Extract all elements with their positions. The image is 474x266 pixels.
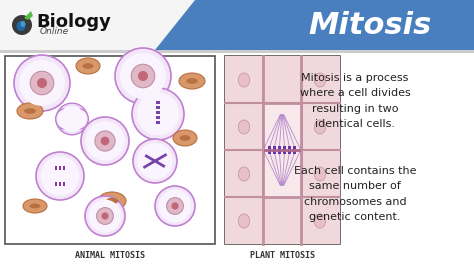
Circle shape bbox=[155, 186, 195, 226]
Circle shape bbox=[56, 103, 88, 135]
Circle shape bbox=[132, 88, 184, 140]
Ellipse shape bbox=[238, 120, 250, 134]
Text: Each cell contains the
same number of
chromosomes and
genetic content.: Each cell contains the same number of ch… bbox=[294, 166, 416, 222]
Ellipse shape bbox=[180, 135, 191, 141]
Text: Mitosis: Mitosis bbox=[309, 10, 432, 39]
Bar bbox=[156, 116, 160, 119]
Bar bbox=[63, 182, 65, 186]
Ellipse shape bbox=[314, 120, 326, 134]
Bar bbox=[293, 146, 297, 154]
Text: Online: Online bbox=[40, 27, 69, 36]
Circle shape bbox=[120, 53, 166, 99]
Circle shape bbox=[89, 200, 121, 232]
Text: Mitosis is a process
where a cell divides
resulting in two
identical cells.: Mitosis is a process where a cell divide… bbox=[300, 73, 410, 129]
Circle shape bbox=[137, 93, 179, 135]
Ellipse shape bbox=[17, 103, 43, 119]
Circle shape bbox=[100, 137, 109, 145]
Bar bbox=[283, 146, 286, 154]
Circle shape bbox=[40, 156, 80, 196]
Circle shape bbox=[133, 139, 177, 183]
Bar bbox=[279, 146, 282, 154]
Ellipse shape bbox=[314, 167, 326, 181]
Bar bbox=[263, 103, 301, 197]
Ellipse shape bbox=[179, 73, 205, 89]
Text: Biology: Biology bbox=[36, 13, 111, 31]
Bar bbox=[156, 121, 160, 124]
Ellipse shape bbox=[238, 73, 250, 87]
Circle shape bbox=[131, 64, 155, 88]
Text: ANIMAL MITOSIS: ANIMAL MITOSIS bbox=[75, 251, 145, 260]
Bar bbox=[5, 56, 215, 244]
Bar bbox=[225, 56, 340, 244]
Ellipse shape bbox=[76, 58, 100, 74]
Ellipse shape bbox=[74, 111, 87, 127]
Bar bbox=[0, 50, 474, 266]
Ellipse shape bbox=[56, 109, 72, 129]
Ellipse shape bbox=[106, 198, 118, 204]
Ellipse shape bbox=[98, 192, 126, 210]
Circle shape bbox=[115, 48, 171, 104]
Bar bbox=[156, 101, 160, 104]
Text: PLANT MITOSIS: PLANT MITOSIS bbox=[250, 251, 315, 260]
Ellipse shape bbox=[24, 108, 36, 114]
Bar bbox=[0, 50, 474, 53]
Circle shape bbox=[101, 212, 109, 220]
Circle shape bbox=[30, 71, 54, 95]
Bar bbox=[63, 166, 65, 170]
Circle shape bbox=[137, 143, 173, 179]
Bar bbox=[59, 182, 62, 186]
Ellipse shape bbox=[238, 167, 250, 181]
Circle shape bbox=[14, 55, 70, 111]
Circle shape bbox=[172, 202, 179, 210]
Bar bbox=[273, 146, 276, 154]
Ellipse shape bbox=[314, 214, 326, 228]
Circle shape bbox=[85, 121, 125, 161]
Ellipse shape bbox=[17, 21, 26, 31]
Circle shape bbox=[97, 207, 113, 225]
Circle shape bbox=[138, 71, 148, 81]
Bar bbox=[156, 111, 160, 114]
Circle shape bbox=[95, 131, 115, 151]
Circle shape bbox=[12, 15, 32, 35]
Ellipse shape bbox=[186, 78, 198, 84]
Ellipse shape bbox=[23, 199, 47, 213]
Ellipse shape bbox=[238, 214, 250, 228]
Circle shape bbox=[166, 198, 183, 214]
Circle shape bbox=[85, 196, 125, 236]
Bar bbox=[268, 146, 272, 154]
Bar bbox=[55, 166, 57, 170]
Bar bbox=[225, 56, 340, 244]
Bar bbox=[55, 182, 57, 186]
Bar bbox=[156, 106, 160, 109]
Circle shape bbox=[159, 190, 191, 222]
Ellipse shape bbox=[82, 63, 93, 69]
Bar bbox=[0, 0, 474, 50]
Ellipse shape bbox=[73, 109, 88, 129]
Bar bbox=[59, 166, 62, 170]
Polygon shape bbox=[24, 11, 33, 20]
Ellipse shape bbox=[29, 203, 40, 209]
Circle shape bbox=[19, 60, 65, 106]
Bar bbox=[289, 146, 292, 154]
Ellipse shape bbox=[20, 21, 26, 27]
Circle shape bbox=[81, 117, 129, 165]
Ellipse shape bbox=[314, 73, 326, 87]
Circle shape bbox=[37, 78, 47, 88]
Ellipse shape bbox=[57, 111, 70, 127]
Circle shape bbox=[36, 152, 84, 200]
Circle shape bbox=[59, 106, 85, 132]
Polygon shape bbox=[0, 0, 195, 50]
Ellipse shape bbox=[173, 130, 197, 146]
